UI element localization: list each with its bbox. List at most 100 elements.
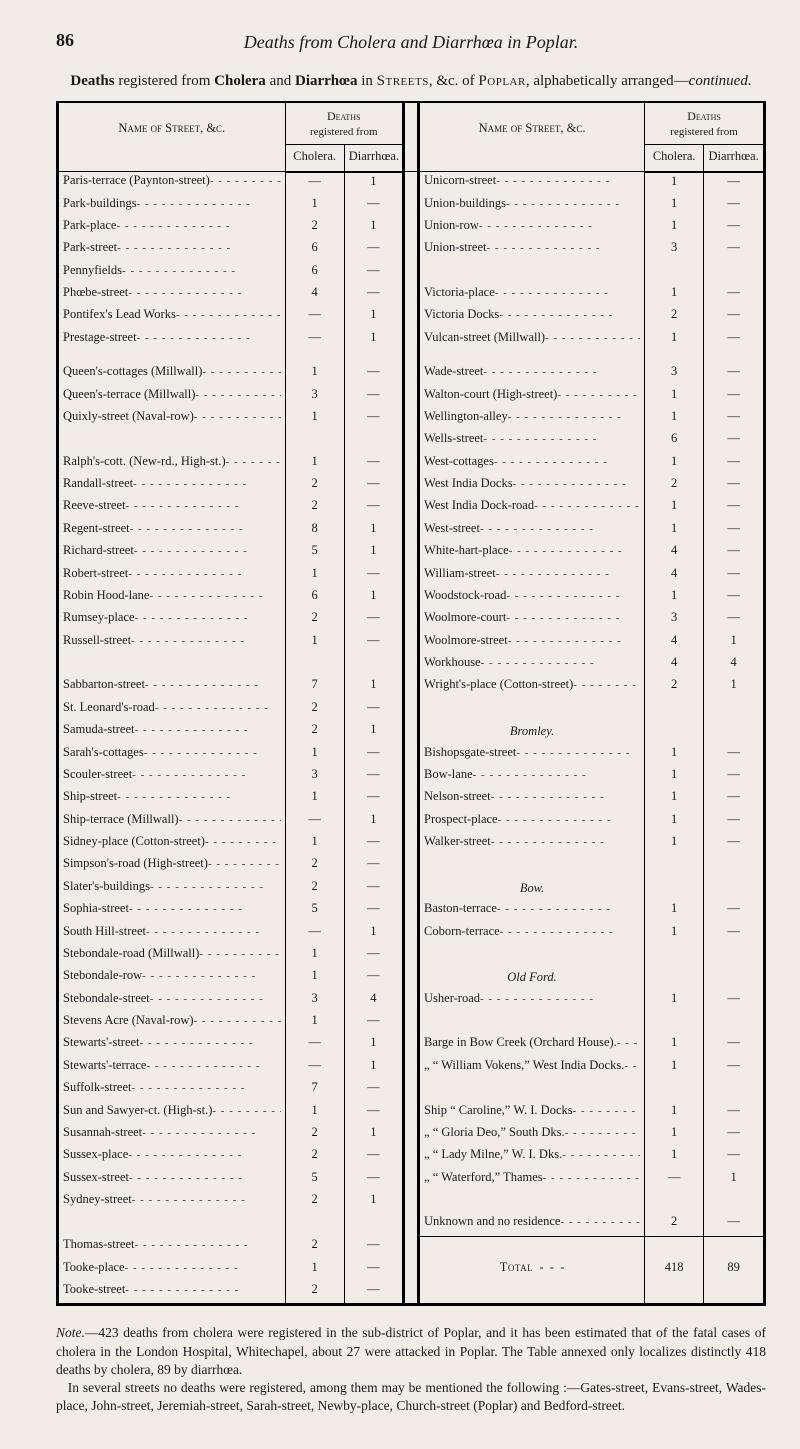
diarrhoea-value: —: [344, 699, 403, 721]
street-name: Unknown and no residence: [419, 1213, 645, 1236]
diarrhoea-value: —: [344, 1281, 403, 1303]
cholera-value: 8: [285, 520, 344, 542]
diarrhoea-value: —: [704, 386, 763, 408]
cholera-value: 1: [645, 1124, 704, 1146]
cholera-value: 1: [285, 1102, 344, 1124]
street-name: Union-row: [419, 217, 645, 239]
street-name: Queen's-terrace (Millwall): [59, 386, 285, 408]
cholera-value: 1: [645, 744, 704, 766]
diarrhoea-value: —: [704, 475, 763, 497]
cholera-value: 1: [285, 408, 344, 430]
street-name: Woodstock-road: [419, 587, 645, 609]
diarrhoea-value: —: [344, 609, 403, 631]
table-row: Robin Hood-lane 61 Woodstock-road 1—: [59, 587, 763, 609]
street-name: Paris-terrace (Paynton-street): [59, 172, 285, 195]
diarrhoea-value: —: [344, 284, 403, 306]
street-name: Sydney-street: [59, 1191, 285, 1213]
table-row: Thomas-street 2—: [59, 1236, 763, 1258]
table-row: Pennyfields 6—: [59, 262, 763, 284]
diarrhoea-value: —: [344, 408, 403, 430]
cholera-value: —: [285, 172, 344, 195]
street-name: Park-buildings: [59, 195, 285, 217]
cholera-value: 1: [645, 453, 704, 475]
table-row: Park-buildings 1— Union-buildings 1—: [59, 195, 763, 217]
diarrhoea-value: —: [704, 1213, 763, 1236]
diarrhoea-value: —: [344, 1079, 403, 1101]
street-name: Sidney-place (Cotton-street): [59, 833, 285, 855]
table-row: Reeve-street 2— West India Dock-road 1—: [59, 497, 763, 519]
diarrhoea-value: —: [704, 408, 763, 430]
table-row: Sabbarton-street 71 Wright's-place (Cott…: [59, 676, 763, 698]
diarrhoea-value: —: [704, 609, 763, 631]
diarrhoea-value: —: [704, 1124, 763, 1146]
cholera-value: 1: [285, 632, 344, 654]
page: 8 6 Deaths from Cholera and Diarrhœa in P…: [0, 0, 800, 1449]
cholera-value: 3: [285, 990, 344, 1012]
diarrhoea-value: —: [344, 1169, 403, 1191]
table-row: Stewarts'-terrace —1 „ “ William Vokens,…: [59, 1057, 763, 1079]
street-name: Stebondale-road (Millwall): [59, 945, 285, 967]
cholera-value: 6: [285, 239, 344, 261]
running-head: Deaths from Cholera and Diarrhœa in Popl…: [56, 32, 766, 53]
cholera-value: 2: [285, 497, 344, 519]
table-row: Sun and Sawyer-ct. (High-st.) 1— Ship “ …: [59, 1102, 763, 1124]
table-row: St. Leonard's-road 2—: [59, 699, 763, 721]
cholera-value: 1: [645, 408, 704, 430]
diarrhoea-value: —: [704, 172, 763, 195]
table-row: Wells-street 6—: [59, 430, 763, 452]
diarrhoea-value: —: [704, 306, 763, 328]
diarrhoea-value: 1: [344, 1191, 403, 1213]
cholera-value: 3: [645, 363, 704, 385]
total-label: Total - - -: [419, 1259, 645, 1281]
col-deaths-left: Deathsregistered from: [285, 103, 403, 144]
col-diarr-left: Diarrhœa.: [344, 145, 403, 172]
street-name: Ship “ Caroline,” W. I. Docks: [419, 1102, 645, 1124]
diarrhoea-value: —: [344, 1012, 403, 1034]
col-deaths-right: Deathsregistered from: [645, 103, 763, 144]
cholera-value: 2: [645, 1213, 704, 1236]
deaths-table-frame: Name of Street, &c. Deathsregistered fro…: [56, 101, 766, 1306]
street-name: Randall-street: [59, 475, 285, 497]
table-row: Richard-street 51 White-hart-place 4—: [59, 542, 763, 564]
table-row: Suffolk-street 7—: [59, 1079, 763, 1101]
diarrhoea-value: —: [704, 1057, 763, 1079]
street-name: Russell-street: [59, 632, 285, 654]
cholera-value: 2: [285, 217, 344, 239]
diarrhoea-value: —: [344, 1102, 403, 1124]
street-name: St. Leonard's-road: [59, 699, 285, 721]
table-row: Stebondale-row 1—Old Ford.: [59, 967, 763, 989]
diarrhoea-value: 1: [344, 923, 403, 945]
cholera-value: —: [285, 1034, 344, 1056]
cholera-value: 2: [285, 1281, 344, 1303]
street-name: Stewarts'-terrace: [59, 1057, 285, 1079]
table-row: Ship-street 1— Nelson-street 1—: [59, 788, 763, 810]
street-name: Sarah's-cottages: [59, 744, 285, 766]
street-name: Coborn-terrace: [419, 923, 645, 945]
diarrhoea-value: —: [704, 239, 763, 261]
street-name: Robin Hood-lane: [59, 587, 285, 609]
table-row: Samuda-street 21Bromley.: [59, 721, 763, 743]
diarrhoea-value: —: [704, 1146, 763, 1168]
table-row: Simpson's-road (High-street) 2—: [59, 855, 763, 877]
table-row: Stebondale-road (Millwall) 1—: [59, 945, 763, 967]
street-name: Sun and Sawyer-ct. (High-st.): [59, 1102, 285, 1124]
diarrhoea-value: —: [704, 363, 763, 385]
table-row: Slater's-buildings 2—Bow.: [59, 878, 763, 900]
cholera-value: —: [645, 1169, 704, 1191]
cholera-value: 1: [645, 811, 704, 833]
diarrhoea-value: —: [704, 565, 763, 587]
cholera-value: 1: [645, 497, 704, 519]
diarrhoea-value: —: [704, 788, 763, 810]
diarrhoea-value: —: [344, 497, 403, 519]
diarrhoea-value: —: [704, 497, 763, 519]
street-name: Quixly-street (Naval-row): [59, 408, 285, 430]
diarrhoea-value: —: [704, 1102, 763, 1124]
street-name: Victoria-place: [419, 284, 645, 306]
street-name: South Hill-street: [59, 923, 285, 945]
cholera-value: 2: [645, 475, 704, 497]
col-name-left: Name of Street, &c.: [59, 103, 285, 171]
cholera-value: 1: [645, 900, 704, 922]
street-name: Vulcan-street (Millwall): [419, 329, 645, 351]
street-name: Reeve-street: [59, 497, 285, 519]
table-row: Sussex-street 5— „ “ Waterford,” Thames …: [59, 1169, 763, 1191]
